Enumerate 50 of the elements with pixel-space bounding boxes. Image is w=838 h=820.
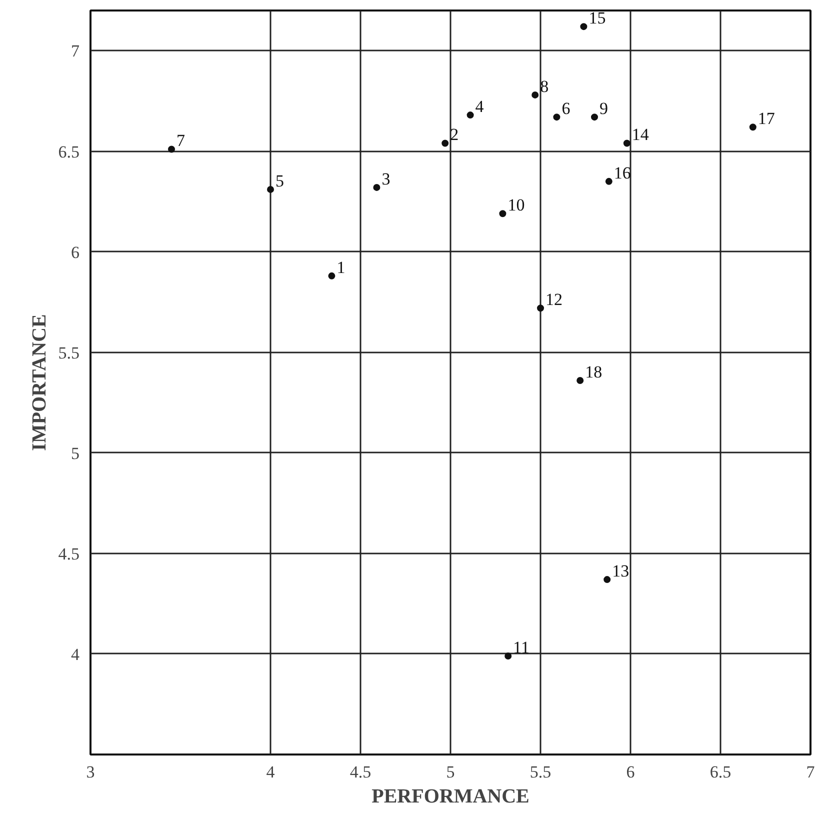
point bbox=[373, 184, 380, 191]
point bbox=[442, 140, 449, 147]
series-label: 17 bbox=[758, 109, 776, 128]
y-tick-label: 4 bbox=[71, 644, 80, 664]
point bbox=[267, 186, 274, 193]
series-label: 10 bbox=[508, 196, 525, 215]
point bbox=[576, 376, 584, 384]
series-label: 9 bbox=[600, 99, 608, 118]
x-tick-label: 5 bbox=[446, 762, 455, 782]
point bbox=[580, 23, 588, 30]
y-tick-label: 7 bbox=[71, 42, 80, 61]
x-tick-label: 6 bbox=[626, 762, 635, 782]
point bbox=[532, 91, 539, 98]
x-tick-label: 3 bbox=[86, 762, 95, 782]
series-label: 18 bbox=[585, 362, 602, 382]
point bbox=[466, 112, 474, 119]
series-label: 13 bbox=[612, 562, 630, 581]
x-tick-label: 4 bbox=[266, 762, 276, 782]
point bbox=[553, 114, 560, 121]
point bbox=[749, 124, 756, 131]
y-axis-title: IMPORTANCE bbox=[28, 314, 50, 451]
series-label: 7 bbox=[176, 131, 186, 150]
point bbox=[605, 178, 612, 185]
y-tick-label: 5.5 bbox=[58, 343, 80, 362]
point bbox=[591, 114, 598, 121]
x-tick-label: 5.5 bbox=[530, 762, 552, 782]
x-tick-label: 6.5 bbox=[710, 762, 732, 782]
point bbox=[328, 272, 336, 280]
series-label: 15 bbox=[588, 8, 606, 28]
y-tick-label: 6 bbox=[71, 242, 80, 262]
y-tick-label: 6.5 bbox=[58, 142, 80, 162]
series-label: 5 bbox=[276, 171, 284, 190]
x-tick-label: 7 bbox=[806, 762, 816, 782]
series-label: 6 bbox=[562, 99, 570, 118]
series-label: 14 bbox=[632, 125, 650, 144]
x-axis-title: PERFORMANCE bbox=[372, 786, 530, 808]
series-label: 3 bbox=[382, 169, 390, 188]
point bbox=[504, 652, 512, 660]
point bbox=[623, 140, 630, 147]
y-tick-label: 5 bbox=[71, 444, 80, 463]
point bbox=[499, 210, 506, 218]
point bbox=[168, 146, 175, 153]
series-label: 1 bbox=[336, 258, 346, 277]
point bbox=[604, 576, 611, 584]
point bbox=[537, 304, 544, 312]
series-label: 4 bbox=[475, 97, 484, 116]
series-label: 11 bbox=[513, 638, 530, 657]
y-tick-label: 4.5 bbox=[58, 544, 80, 564]
x-tick-label: 4.5 bbox=[350, 762, 372, 782]
series-label: 12 bbox=[546, 290, 562, 310]
